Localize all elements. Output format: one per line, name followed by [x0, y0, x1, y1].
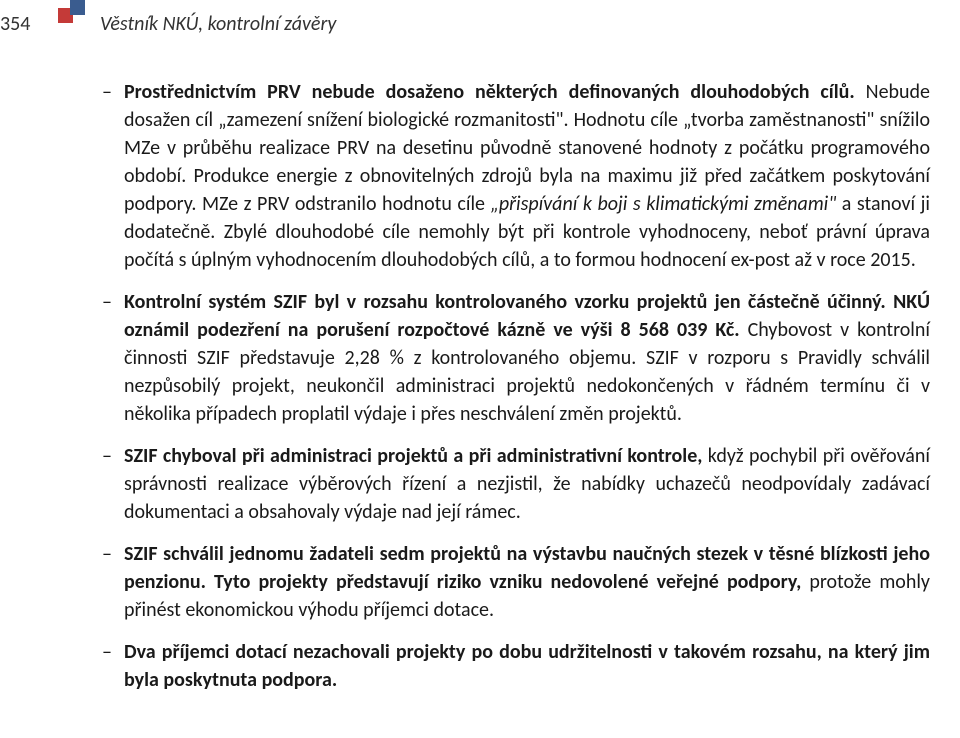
bullet-marker: – [100, 638, 124, 694]
bullet-marker: – [100, 78, 124, 274]
list-item-body: SZIF schválil jednomu žadateli sedm proj… [124, 540, 930, 624]
content-list: –Prostřednictvím PRV nebude dosaženo něk… [100, 78, 930, 694]
page-number: 354 [0, 12, 30, 36]
document-page: 354 Věstník NKÚ, kontrolní závěry –Prost… [0, 0, 960, 738]
list-item-body: Prostřednictvím PRV nebude dosaženo někt… [124, 78, 930, 274]
text-run: „přispívání k boji s klimatickými změnam… [491, 192, 837, 216]
list-item-body: Kontrolní systém SZIF byl v rozsahu kont… [124, 288, 930, 428]
list-item-body: Dva příjemci dotací nezachovali projekty… [124, 638, 930, 694]
list-item: –Dva příjemci dotací nezachovali projekt… [100, 638, 930, 694]
text-run: Prostřednictvím PRV nebude dosaženo někt… [124, 80, 866, 104]
list-item: –SZIF schválil jednomu žadateli sedm pro… [100, 540, 930, 624]
list-item-body: SZIF chyboval při administraci projektů … [124, 442, 930, 526]
text-run: SZIF chyboval při administraci projektů … [124, 444, 708, 468]
list-item: –Kontrolní systém SZIF byl v rozsahu kon… [100, 288, 930, 428]
bullet-marker: – [100, 288, 124, 428]
bullet-marker: – [100, 540, 124, 624]
text-run: Dva příjemci dotací nezachovali projekty… [124, 640, 930, 692]
list-item: –Prostřednictvím PRV nebude dosaženo něk… [100, 78, 930, 274]
list-item: –SZIF chyboval při administraci projektů… [100, 442, 930, 526]
header-title: Věstník NKÚ, kontrolní závěry [100, 12, 336, 36]
bullet-marker: – [100, 442, 124, 526]
logo-icon [58, 0, 86, 24]
